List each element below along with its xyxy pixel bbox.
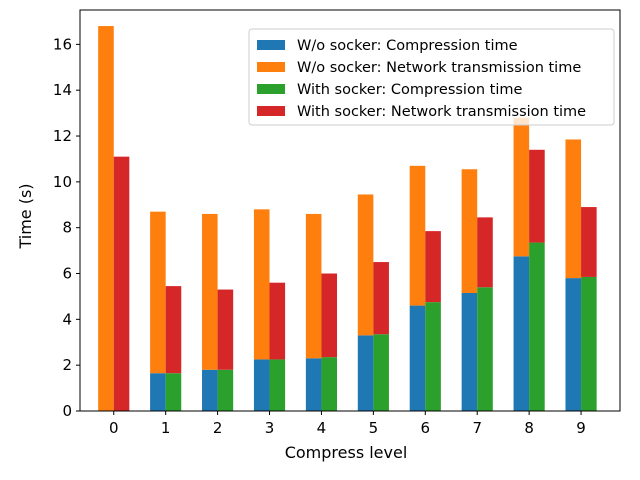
legend-swatch: [257, 106, 285, 116]
bar-with-socker-series-0-level-5: [373, 334, 389, 411]
x-tick-label: 5: [369, 419, 379, 437]
bar-with-socker-series-0-level-2: [217, 369, 234, 411]
bar-w-o-socker-series-0-level-2: [202, 369, 218, 411]
x-tick-label: 2: [213, 419, 223, 437]
bar-with-socker-series-0-level-6: [425, 302, 441, 411]
y-tick-label: 12: [53, 127, 72, 145]
y-tick-label: 4: [62, 310, 72, 328]
bar-w-o-socker-series-1-level-8: [513, 117, 530, 257]
legend-swatch: [257, 62, 285, 72]
bar-w-o-socker-series-1-level-2: [202, 213, 218, 370]
bar-w-o-socker-series-0-level-1: [150, 373, 166, 411]
bar-with-socker-series-1-level-3: [269, 282, 286, 360]
bar-w-o-socker-series-0-level-7: [461, 292, 478, 411]
bar-with-socker-series-0-level-7: [477, 287, 493, 411]
x-tick-label: 3: [265, 419, 275, 437]
bar-w-o-socker-series-1-level-7: [461, 169, 478, 293]
bar-w-o-socker-series-1-level-9: [565, 139, 582, 279]
bar-with-socker-series-0-level-3: [269, 359, 286, 411]
bar-with-socker-series-1-level-5: [373, 262, 389, 335]
x-tick-label: 4: [317, 419, 327, 437]
legend-swatch: [257, 40, 285, 50]
bar-with-socker-series-0-level-9: [581, 276, 597, 411]
bar-w-o-socker-series-1-level-3: [253, 209, 270, 360]
bar-with-socker-series-1-level-8: [529, 149, 545, 243]
bar-w-o-socker-series-0-level-6: [409, 305, 426, 411]
y-tick-label: 14: [53, 81, 72, 99]
legend-entry-label: With socker: Compression time: [297, 82, 522, 98]
bar-w-o-socker-series-0-level-4: [305, 358, 322, 411]
bar-with-socker-series-0-level-4: [321, 357, 338, 411]
bar-w-o-socker-series-0-level-5: [357, 335, 374, 411]
bar-with-socker-series-0-level-1: [165, 373, 182, 411]
plot-frame: [79, 9, 621, 412]
legend-swatch: [257, 84, 285, 94]
bar-w-o-socker-series-0-level-3: [253, 359, 270, 411]
x-axis-label: Compress level: [285, 443, 408, 462]
bar-with-socker-series-1-level-0: [113, 156, 130, 411]
legend-entry-label: W/o socker: Compression time: [297, 38, 518, 54]
x-tick-label: 9: [576, 419, 586, 437]
x-tick-label: 1: [161, 419, 171, 437]
bar-with-socker-series-0-level-8: [529, 242, 545, 411]
y-tick-label: 2: [62, 356, 72, 374]
legend-box: [248, 28, 615, 126]
bar-with-socker-series-1-level-9: [581, 207, 597, 277]
bars-layer: [98, 26, 597, 411]
y-tick-label: 10: [53, 173, 72, 191]
x-tick-label: 6: [421, 419, 431, 437]
x-tick-label: 7: [472, 419, 482, 437]
bar-w-o-socker-series-1-level-4: [305, 213, 322, 359]
legend: W/o socker: Compression time W/o socker: …: [248, 28, 615, 126]
bar-w-o-socker-series-0-level-9: [565, 278, 582, 411]
y-tick-label: 6: [62, 265, 72, 283]
bar-w-o-socker-series-1-level-0: [98, 26, 114, 411]
legend-entry-label: W/o socker: Network transmission time: [297, 60, 581, 76]
bar-w-o-socker-series-1-level-5: [357, 194, 374, 336]
bar-w-o-socker-series-1-level-6: [409, 165, 426, 306]
bar-with-socker-series-1-level-2: [217, 289, 234, 370]
y-tick-label: 16: [53, 35, 72, 53]
x-tick-label: 0: [109, 419, 119, 437]
y-tick-label: 8: [62, 219, 72, 237]
legend-entry-label: With socker: Network transmission time: [297, 104, 586, 120]
bar-with-socker-series-1-level-4: [321, 273, 338, 358]
y-axis-label: Time (s): [16, 183, 35, 249]
bar-w-o-socker-series-1-level-1: [150, 211, 166, 374]
x-tick-label: 8: [524, 419, 534, 437]
bar-with-socker-series-1-level-7: [477, 217, 493, 288]
bar-with-socker-series-1-level-1: [165, 286, 182, 374]
bar-w-o-socker-series-0-level-8: [513, 256, 530, 411]
bar-with-socker-series-1-level-6: [425, 231, 441, 303]
y-tick-label: 0: [62, 402, 72, 420]
